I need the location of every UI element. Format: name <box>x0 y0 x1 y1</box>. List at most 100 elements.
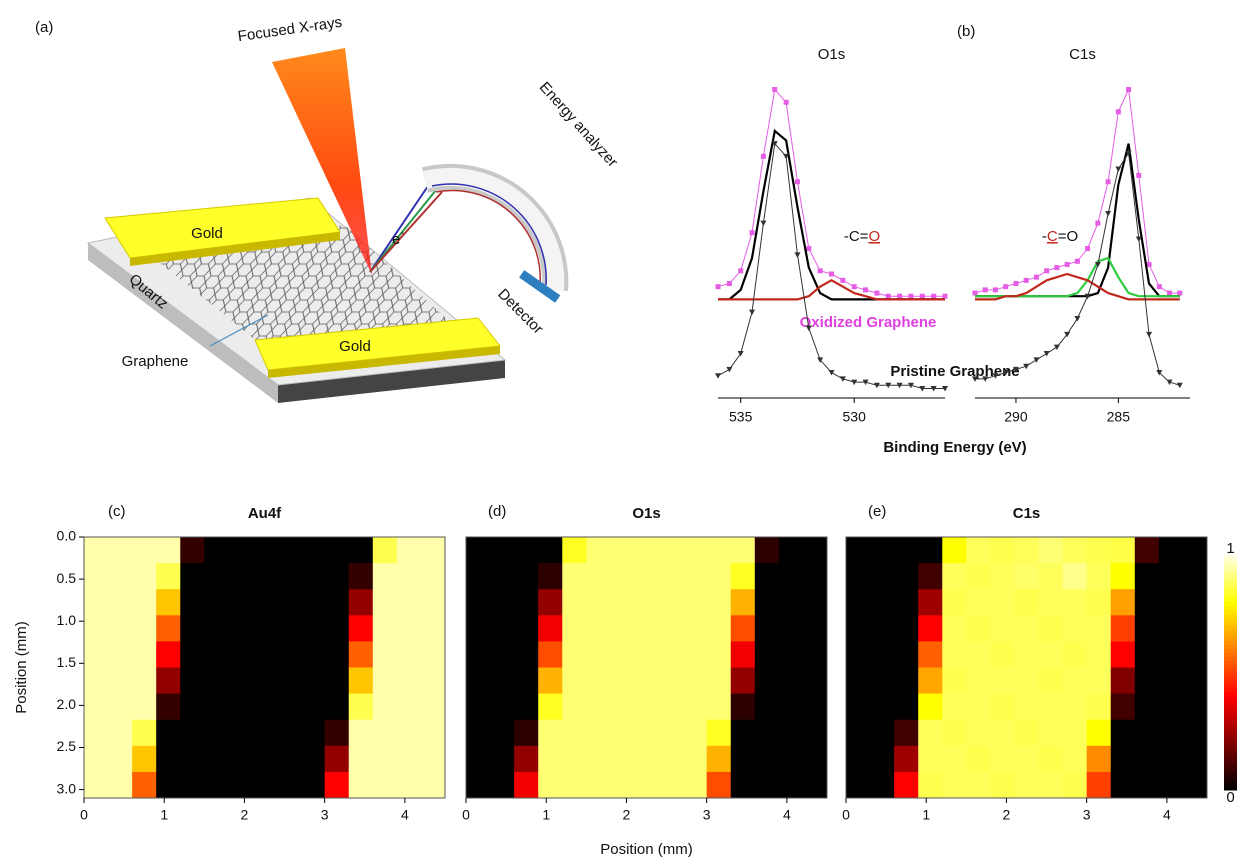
heatmap-cell <box>324 667 350 694</box>
colorbar-segment <box>1224 652 1237 658</box>
heatmap-cell <box>1062 771 1088 799</box>
data-point <box>1177 290 1183 296</box>
heatmap-cell <box>658 719 683 747</box>
heatmap-cell <box>180 667 205 694</box>
heatmap-cell <box>634 641 659 668</box>
colorbar-segment <box>1224 711 1237 717</box>
colorbar-segment <box>1224 562 1237 568</box>
chart-title: O1s <box>818 46 846 63</box>
data-point <box>1146 331 1153 338</box>
data-point <box>829 271 834 277</box>
heatmap-cell <box>1134 641 1160 668</box>
data-point <box>982 376 989 382</box>
data-point <box>715 373 721 379</box>
x-tick-label: 285 <box>1107 409 1131 425</box>
heatmap-cell <box>420 771 446 799</box>
colorbar-segment <box>1224 750 1237 756</box>
heatmap-cell <box>562 745 587 773</box>
heatmap-cell <box>396 563 422 590</box>
colorbar-segment <box>1224 578 1237 583</box>
heatmap-cell <box>514 771 539 799</box>
heatmap-cell <box>990 693 1015 721</box>
heatmap-cell <box>918 615 943 642</box>
heatmap-cell <box>108 719 133 747</box>
data-point <box>1176 382 1183 389</box>
heatmap-cell <box>300 667 326 694</box>
heatmap-cell <box>228 563 253 590</box>
heatmap-cell <box>754 693 780 721</box>
heatmap-cell <box>276 589 301 616</box>
heatmap-cell <box>894 771 919 799</box>
heatmap-cell <box>324 771 350 799</box>
heatmap-cell <box>730 537 756 564</box>
heatmap-cell <box>396 641 422 668</box>
heatmap-cell <box>802 667 828 694</box>
series-line <box>975 151 1180 386</box>
heatmap-cell <box>802 615 828 642</box>
heatmap-cell <box>966 641 991 668</box>
data-point <box>885 382 892 389</box>
heatmap-cell <box>180 537 205 564</box>
graphene-label: Graphene <box>122 353 189 370</box>
heatmap-cell <box>610 693 635 721</box>
colorbar-segment <box>1224 629 1237 634</box>
heatmap-cell <box>490 719 515 747</box>
plot-frame <box>845 536 1208 799</box>
heatmap-cell <box>1182 745 1208 773</box>
heatmap-cell <box>420 745 446 773</box>
data-point <box>930 385 937 392</box>
heatmap-cell <box>802 745 828 773</box>
data-point <box>1064 261 1070 267</box>
data-point <box>1115 166 1122 173</box>
heatmap-cell <box>276 771 301 799</box>
heatmap-cell <box>754 641 780 668</box>
analyzer-inner <box>422 167 565 291</box>
heatmap-cell <box>466 563 491 590</box>
heatmap-cell <box>990 771 1015 799</box>
heatmap-cell <box>108 667 133 694</box>
heatmap-cell <box>706 771 732 799</box>
heatmap-cell <box>156 719 181 747</box>
heatmap-cell <box>802 641 828 668</box>
x-tick-label: 2 <box>623 807 631 823</box>
heatmap-cell <box>348 771 374 799</box>
data-point <box>873 382 880 389</box>
heatmap-cell <box>396 537 422 564</box>
data-point <box>794 179 800 185</box>
heatmap-cell <box>1182 563 1208 590</box>
data-point <box>1136 172 1142 178</box>
annotation-part: -C= <box>844 228 869 245</box>
heatmap-cell <box>490 589 515 616</box>
heatmap-cell <box>300 719 326 747</box>
heatmap-cell <box>84 563 109 590</box>
heatmap-cell <box>610 771 635 799</box>
heatmap-cell <box>586 537 611 564</box>
heatmap-cell <box>634 719 659 747</box>
heatmap-cell <box>538 745 563 773</box>
heatmap-cell <box>1014 667 1039 694</box>
heatmap-cell <box>1182 589 1208 616</box>
heatmap-cell <box>204 563 229 590</box>
y-tick-label: 2.0 <box>57 696 77 712</box>
heatmap-cell <box>682 693 708 721</box>
heatmap-cell <box>348 719 374 747</box>
x-tick-label: 0 <box>80 807 88 823</box>
x-tick-label: 2 <box>1003 807 1011 823</box>
heatmap-cell <box>610 563 635 590</box>
spectra-x-label: Binding Energy (eV) <box>883 439 1026 456</box>
heatmap-cell <box>1062 641 1088 668</box>
heatmap-cell <box>228 641 253 668</box>
heatmap-cell <box>372 719 398 747</box>
schematic: Focused X-rays Energy analyzer e- Gold G… <box>86 14 621 403</box>
gold-label: Gold <box>191 225 223 242</box>
heatmap-cell <box>562 667 587 694</box>
heatmap-cell <box>918 563 943 590</box>
heatmap-cell <box>1086 537 1112 564</box>
colorbar-segment <box>1224 582 1237 587</box>
data-point <box>1043 350 1050 357</box>
colorbar-segment <box>1224 598 1237 603</box>
data-point <box>783 99 789 105</box>
colorbar-segment <box>1224 699 1237 705</box>
heatmap-cell <box>894 667 919 694</box>
heatmap-cell <box>846 589 871 616</box>
